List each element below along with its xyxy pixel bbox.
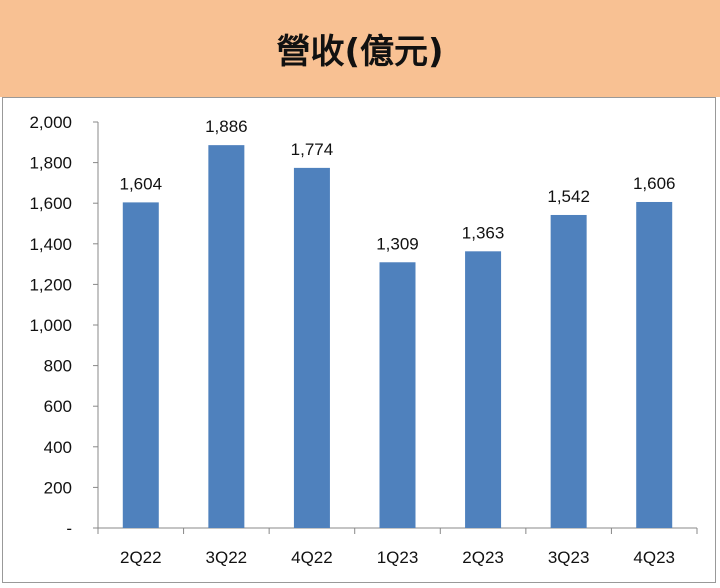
bar — [208, 145, 245, 528]
y-tick-label: 2,000 — [29, 113, 72, 132]
chart-title: 營收(億元) — [276, 32, 444, 72]
y-tick-label: 200 — [44, 478, 72, 497]
y-tick-label: 800 — [44, 357, 72, 376]
bar — [122, 202, 159, 528]
chart-frame — [2, 97, 716, 583]
y-tick-label: 600 — [44, 397, 72, 416]
data-label: 1,309 — [376, 234, 419, 253]
y-tick-label: 1,000 — [29, 316, 72, 335]
bar — [379, 262, 416, 528]
x-tick-label: 2Q23 — [462, 548, 504, 567]
x-tick-label: 4Q22 — [291, 548, 333, 567]
x-tick-label: 3Q22 — [206, 548, 248, 567]
x-tick-label: 4Q23 — [633, 548, 675, 567]
y-tick-label: 1,200 — [29, 275, 72, 294]
y-tick-label: - — [66, 519, 72, 538]
bar — [293, 167, 330, 529]
x-tick-label: 2Q22 — [120, 548, 162, 567]
data-label: 1,886 — [205, 117, 248, 136]
data-label: 1,542 — [547, 187, 590, 206]
x-tick-label: 3Q23 — [548, 548, 590, 567]
y-tick-label: 400 — [44, 438, 72, 457]
data-label: 1,606 — [633, 174, 676, 193]
y-tick-label: 1,600 — [29, 194, 72, 213]
y-tick-label: 1,400 — [29, 235, 72, 254]
data-label: 1,363 — [462, 223, 505, 242]
data-label: 1,774 — [291, 140, 334, 159]
chart-header: 營收(億元) — [0, 0, 720, 97]
bar — [465, 251, 502, 528]
x-tick-label: 1Q23 — [377, 548, 419, 567]
y-tick-label: 1,800 — [29, 154, 72, 173]
bar — [636, 201, 673, 528]
data-label: 1,604 — [120, 174, 163, 193]
bar — [550, 214, 587, 528]
